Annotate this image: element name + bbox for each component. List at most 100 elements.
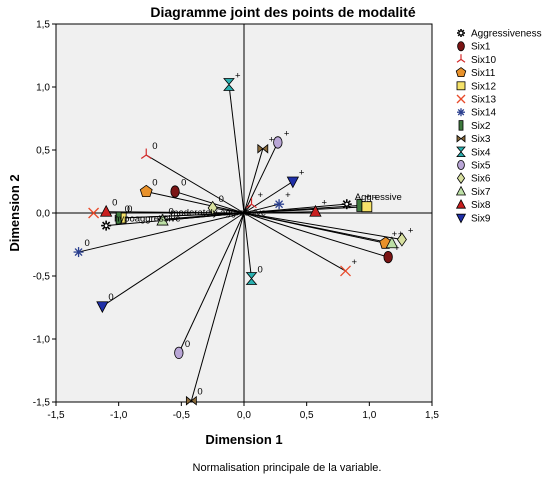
legend-label-six2: Six2 [471,121,491,132]
point-six4 [245,272,258,285]
x-tick-label: -1,0 [110,410,128,421]
x-tick-label: 1,0 [362,410,376,421]
point-six10 [140,148,152,160]
point-six3 [257,143,269,154]
x-tick-label: 0,0 [237,410,251,421]
point-label-aggressiveness: moderately aggressive [171,207,267,218]
legend-marker-six5 [457,160,465,170]
point-label-six11: 0 [152,178,157,189]
legend-marker-six11 [455,67,467,78]
vector-six2 [118,212,245,219]
legend-marker-six7 [455,185,467,196]
point-label-six14: 0 [85,238,90,249]
legend: Aggressiveness Six1 Six10 Six11 Six12 Six13 Si… [455,29,542,224]
point-label-six10: + [258,190,264,201]
point-label-six8: 0 [112,198,117,209]
point-six3 [185,395,197,406]
y-tick-label: -0,5 [33,272,51,283]
point-label-six5: + [284,128,290,139]
vector-six8 [243,211,316,214]
legend-label-six4: Six4 [471,147,491,158]
legend-label-six3: Six3 [471,134,491,145]
point-six2 [356,199,363,212]
legend-marker-six9 [455,213,467,224]
legend-marker-six2 [458,120,464,131]
point-six13 [340,265,351,277]
y-tick-label: 1,0 [36,83,50,94]
x-tick-label: -0,5 [173,410,191,421]
point-six5 [273,136,283,149]
y-tick-label: 0,5 [36,146,50,157]
point-label-six2: + [365,191,371,202]
legend-label-six13: Six13 [471,95,496,106]
y-tick-label: -1,0 [33,335,51,346]
point-label-six12: 0 [127,204,132,215]
legend-marker-six14 [457,108,465,117]
point-six14 [73,247,84,258]
legend-marker-six3 [456,134,466,143]
vector-six8 [106,211,245,214]
legend-marker-six6 [456,172,466,185]
vector-six3 [243,148,264,214]
point-label-six5: 0 [185,339,190,350]
point-label-six8: + [321,198,327,209]
vector-six5 [178,212,245,354]
vector-six14 [243,203,280,214]
point-label-six13: + [352,257,358,268]
legend-label-six7: Six7 [471,187,491,198]
point-six11 [139,184,153,198]
point-label-six1: 0 [181,178,186,189]
chart-title: Diagramme joint des points de modalité [150,4,415,20]
point-six6 [207,200,218,216]
vector-six7 [243,212,392,244]
vector-six6 [243,212,403,240]
legend-label-six6: Six6 [471,174,491,185]
x-tick-label: 0,5 [300,410,314,421]
point-six12 [361,201,373,213]
point-label-six9: + [299,168,305,179]
point-label-six4: + [235,70,241,81]
point-label-six1: + [394,243,400,254]
legend-marker-six13 [456,94,466,104]
point-six4 [223,78,235,91]
footnote: Normalisation principale de la variable. [193,462,382,474]
point-label-six14: + [285,190,291,201]
y-tick-label: 0,0 [36,209,50,220]
point-label-six2: 0 [125,204,130,215]
vector-six3 [190,212,245,401]
point-six9 [96,301,109,314]
legend-label-six9: Six9 [471,213,491,224]
point-label-six11: + [392,229,398,240]
legend-marker-six1 [457,41,465,52]
legend-label-aggressiveness: Aggressiveness [471,29,542,40]
vector-six4 [228,84,245,214]
point-six13 [88,207,100,219]
point-aggressiveness [101,220,112,231]
legend-marker-six12 [456,81,466,91]
point-six8 [309,204,322,217]
x-tick-label: -1,5 [47,410,65,421]
point-label-six3: + [269,135,275,146]
vector-six9 [243,181,294,214]
y-tick-label: 1,5 [36,20,50,31]
point-six1 [383,250,393,264]
vector-six6 [212,207,245,214]
vector-six14 [78,212,245,253]
point-six14 [274,199,285,210]
point-label-six7: 0 [169,207,174,218]
point-six8 [99,204,113,217]
vector-six11 [146,191,245,214]
point-six6 [396,232,407,247]
legend-marker-six10 [456,54,466,63]
legend-label-six10: Six10 [471,55,496,66]
point-six2 [115,211,122,225]
vector-six1 [174,191,245,214]
point-six10 [246,197,257,209]
x-tick-label: 1,5 [425,410,439,421]
vector-six4 [243,212,253,279]
vector-six13 [243,212,346,272]
point-label-six9: 0 [108,292,113,303]
legend-label-six11: Six11 [471,68,496,79]
legend-marker-aggressiveness [457,29,465,37]
